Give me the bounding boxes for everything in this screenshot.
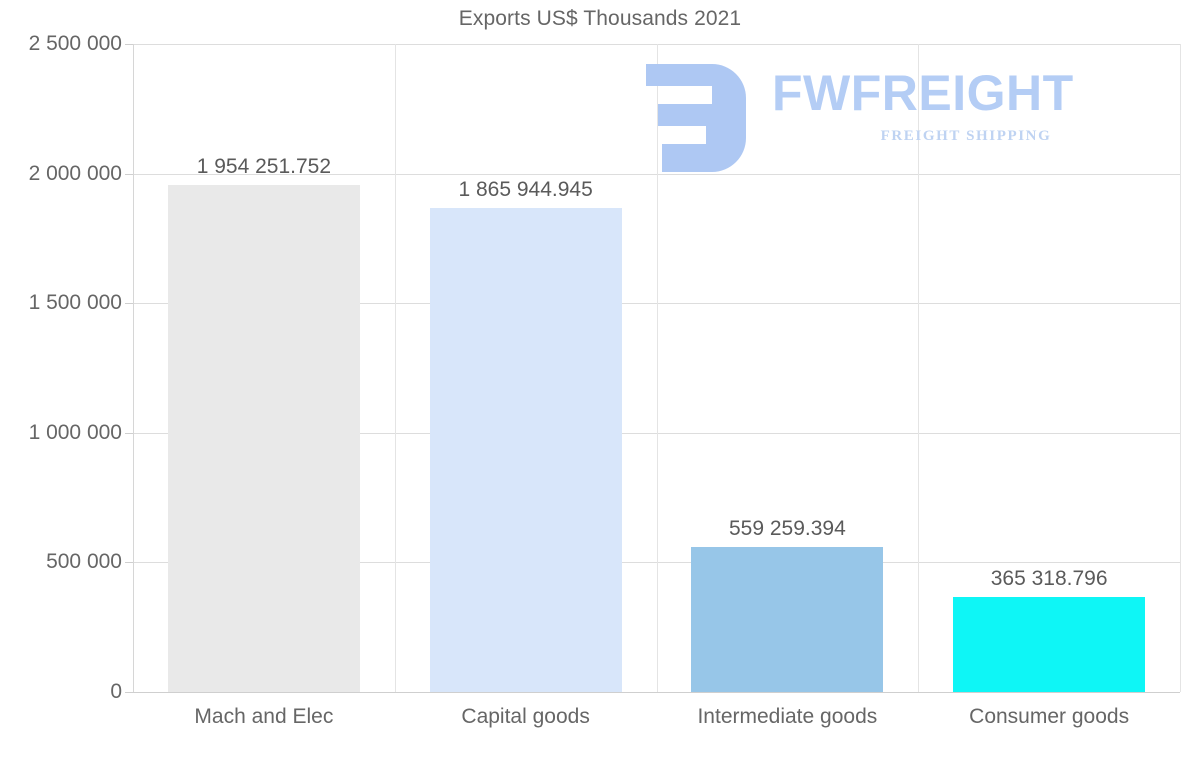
bar[interactable] [953,597,1146,692]
y-tick-label: 1 500 000 [28,291,122,315]
y-tick-mark [125,432,133,434]
category-separator [1180,44,1181,692]
x-tick-label: Mach and Elec [194,705,334,728]
category-separator [656,44,658,692]
bar-value-label: 559 259.394 [728,517,846,541]
bar[interactable] [429,208,622,692]
bar[interactable] [167,185,360,692]
y-tick-label: 1 000 000 [28,420,122,444]
y-tick-label: 2 000 000 [28,161,122,185]
chart-title: Exports US$ Thousands 2021 [458,7,742,30]
bar[interactable] [691,547,884,692]
x-tick-label: Consumer goods [969,705,1130,728]
category-separator [394,44,396,692]
y-axis-line [133,44,134,692]
bar-value-label: 365 318.796 [990,567,1108,591]
plot-area [125,44,1181,693]
y-tick-mark [125,562,133,564]
category-separator [918,44,920,692]
y-tick-mark [125,303,133,305]
bar-value-label: 1 954 251.752 [196,155,332,179]
x-tick-label: Intermediate goods [697,705,878,728]
y-tick-mark [125,173,133,175]
y-tick-mark [125,44,133,45]
bar-value-label: 1 865 944.945 [458,178,593,202]
y-tick-label: 500 000 [46,550,122,574]
y-tick-mark [125,692,133,693]
x-tick-label: Capital goods [461,705,590,728]
y-tick-label: 2 500 000 [28,32,122,55]
y-tick-label: 0 [110,680,122,703]
gridline [133,692,1180,693]
